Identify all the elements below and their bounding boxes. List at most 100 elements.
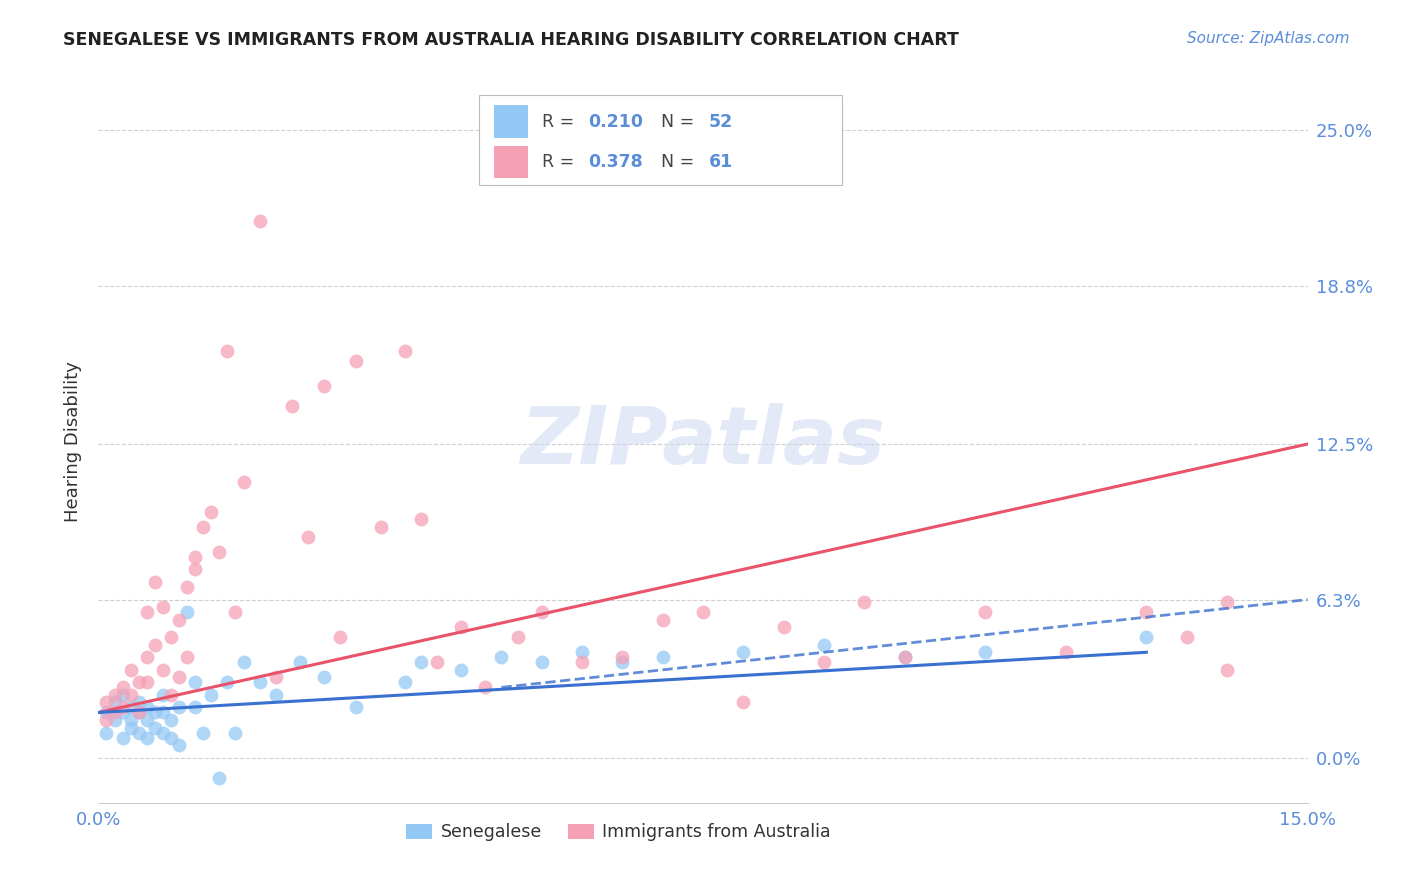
Point xyxy=(208,545,231,559)
Point xyxy=(96,696,118,710)
Point xyxy=(103,696,125,710)
Point xyxy=(426,655,449,669)
Point xyxy=(1135,605,1157,619)
Point xyxy=(135,605,157,619)
Point xyxy=(111,706,134,720)
Point xyxy=(314,379,336,393)
Point xyxy=(143,721,166,735)
Point xyxy=(264,688,287,702)
Point xyxy=(167,700,190,714)
Point xyxy=(111,688,134,702)
Point xyxy=(111,681,134,695)
Point xyxy=(128,725,150,739)
Point xyxy=(370,520,392,534)
Point xyxy=(651,613,673,627)
Point xyxy=(184,675,207,690)
Point xyxy=(530,605,553,619)
Point xyxy=(314,670,336,684)
Point xyxy=(103,688,125,702)
Point xyxy=(612,655,634,669)
Point xyxy=(143,575,166,590)
Point xyxy=(176,580,198,594)
Text: 61: 61 xyxy=(709,153,734,171)
FancyBboxPatch shape xyxy=(494,105,527,137)
Point xyxy=(135,713,157,727)
Point xyxy=(160,688,183,702)
Point xyxy=(152,600,174,615)
Point xyxy=(176,605,198,619)
Point xyxy=(651,650,673,665)
Point xyxy=(135,650,157,665)
Point xyxy=(143,638,166,652)
Text: N =: N = xyxy=(661,153,699,171)
Text: R =: R = xyxy=(543,112,579,131)
Point xyxy=(103,713,125,727)
Point xyxy=(217,344,239,359)
Point xyxy=(224,725,246,739)
Point xyxy=(394,675,416,690)
Point xyxy=(344,354,367,368)
Point xyxy=(813,655,835,669)
Point xyxy=(167,670,190,684)
Point xyxy=(249,214,271,228)
Text: Source: ZipAtlas.com: Source: ZipAtlas.com xyxy=(1187,31,1350,46)
Point xyxy=(1135,630,1157,644)
Point xyxy=(249,675,271,690)
Point xyxy=(120,721,142,735)
Point xyxy=(450,663,472,677)
FancyBboxPatch shape xyxy=(494,146,527,178)
Point xyxy=(193,725,215,739)
Point xyxy=(160,731,183,745)
Point xyxy=(974,645,997,659)
FancyBboxPatch shape xyxy=(479,95,842,185)
Point xyxy=(1216,663,1239,677)
Point xyxy=(974,605,997,619)
Text: 0.210: 0.210 xyxy=(588,112,643,131)
Point xyxy=(160,630,183,644)
Point xyxy=(152,688,174,702)
Point xyxy=(152,706,174,720)
Point xyxy=(128,675,150,690)
Point xyxy=(297,530,319,544)
Legend: Senegalese, Immigrants from Australia: Senegalese, Immigrants from Australia xyxy=(399,816,838,848)
Point xyxy=(530,655,553,669)
Point xyxy=(1175,630,1198,644)
Point xyxy=(128,696,150,710)
Point xyxy=(571,645,593,659)
Point xyxy=(506,630,529,644)
Point xyxy=(1216,595,1239,609)
Y-axis label: Hearing Disability: Hearing Disability xyxy=(63,361,82,522)
Point xyxy=(128,706,150,720)
Point xyxy=(733,645,755,659)
Point xyxy=(344,700,367,714)
Point xyxy=(120,688,142,702)
Point xyxy=(135,731,157,745)
Point xyxy=(281,400,304,414)
Point xyxy=(409,512,432,526)
Point xyxy=(893,650,915,665)
Point xyxy=(120,713,142,727)
Point xyxy=(135,675,157,690)
Point xyxy=(612,650,634,665)
Point xyxy=(143,706,166,720)
Point xyxy=(208,771,231,785)
Point xyxy=(733,696,755,710)
Point xyxy=(96,713,118,727)
Point xyxy=(184,562,207,576)
Point xyxy=(184,549,207,564)
Point xyxy=(450,620,472,634)
Point xyxy=(152,663,174,677)
Point xyxy=(232,475,254,489)
Point xyxy=(167,738,190,752)
Point xyxy=(853,595,876,609)
Point xyxy=(111,700,134,714)
Point xyxy=(232,655,254,669)
Point xyxy=(128,706,150,720)
Point xyxy=(135,700,157,714)
Point xyxy=(329,630,352,644)
Point xyxy=(176,650,198,665)
Point xyxy=(394,344,416,359)
Point xyxy=(571,655,593,669)
Point xyxy=(200,505,222,519)
Point xyxy=(491,650,513,665)
